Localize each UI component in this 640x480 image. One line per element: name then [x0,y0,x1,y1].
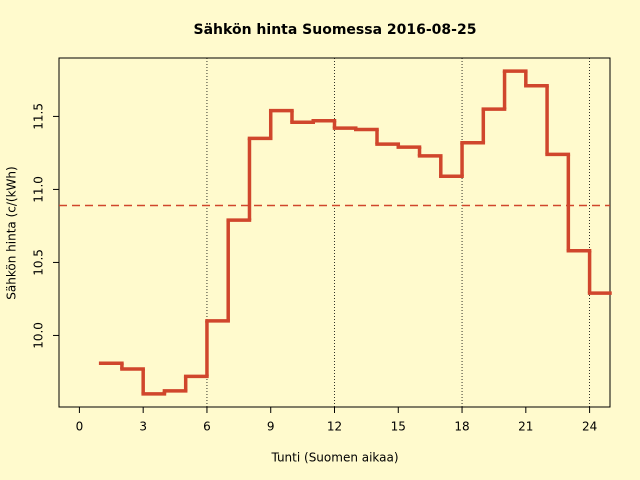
y-tick-label: 10.0 [32,322,46,349]
x-tick-label: 12 [327,420,342,434]
x-tick-label: 3 [139,420,147,434]
x-tick-label: 24 [582,420,597,434]
y-tick-label: 10.5 [32,249,46,276]
x-tick-label: 6 [203,420,211,434]
x-tick-label: 15 [391,420,406,434]
chart-title: Sähkön hinta Suomessa 2016-08-25 [194,22,477,38]
x-tick-label: 21 [518,420,533,434]
x-axis-label: Tunti (Suomen aikaa) [270,451,398,465]
y-tick-label: 11.0 [32,176,46,203]
y-axis-label: Sähkön hinta (c/(kWh) [5,166,19,299]
y-tick-label: 11.5 [32,103,46,130]
x-tick-label: 18 [454,420,469,434]
x-tick-label: 9 [267,420,275,434]
x-tick-label: 0 [76,420,84,434]
